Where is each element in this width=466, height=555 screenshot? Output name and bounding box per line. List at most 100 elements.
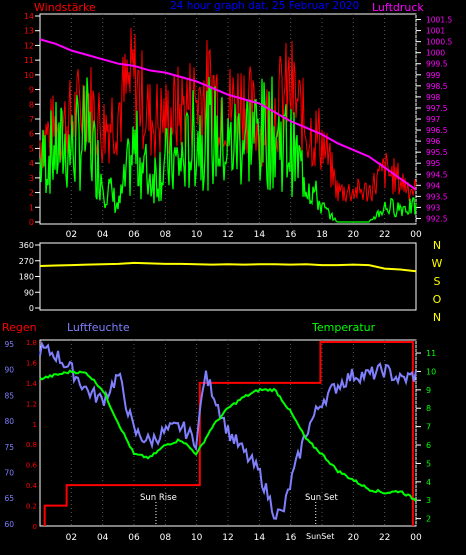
compass-label: S (434, 275, 441, 288)
rain-tick-label: 0.6 (26, 462, 38, 470)
wind-tick-label: 5 (29, 144, 34, 153)
wind-tick-label: 6 (29, 130, 34, 139)
rain-tick-label: 0.4 (26, 482, 38, 490)
x-tick-label: 04 (97, 533, 109, 543)
x-tick-label: 00 (410, 533, 422, 543)
wind-tick-label: 4 (29, 159, 34, 168)
temperature-tick-label: 10 (426, 367, 436, 376)
x-tick-label: 22 (379, 230, 390, 240)
humidity-axis-title: Luftfeuchte (67, 321, 130, 334)
rain-tick-label: 0.2 (26, 503, 37, 511)
humidity-line (39, 340, 417, 520)
wind-tick-label: 11 (24, 56, 34, 65)
x-tick-label: 20 (348, 533, 360, 543)
compass-label: N (433, 311, 441, 324)
wind-tick-label: 10 (24, 71, 34, 80)
rain-line (43, 341, 414, 526)
x-tick-label: 16 (285, 533, 297, 543)
pressure-tick-label: 996.5 (426, 126, 448, 135)
temperature-tick-label: 5 (426, 459, 431, 468)
x-tick-label: 00 (410, 230, 422, 240)
pressure-tick-label: 993 (426, 203, 441, 212)
rain-tick-label: 1 (33, 421, 37, 429)
direction-tick-label: 90 (24, 288, 34, 297)
temperature-tick-label: 9 (426, 386, 431, 395)
compass-label: N (433, 239, 441, 252)
pressure-tick-label: 997.5 (426, 104, 448, 113)
humidity-tick-label: 75 (4, 443, 14, 452)
direction-tick-label: 360 (19, 241, 34, 250)
wind-tick-label: 14 (24, 12, 34, 21)
rain-axis-title: Regen (2, 321, 37, 334)
wind-tick-label: 1 (29, 203, 34, 212)
x-tick-label: 04 (97, 230, 109, 240)
direction-tick-label: 180 (19, 273, 34, 282)
pressure-tick-label: 998 (426, 93, 441, 102)
rain-tick-label: 1.8 (26, 339, 37, 347)
pressure-tick-label: 996 (426, 137, 441, 146)
pressure-tick-label: 999.5 (426, 60, 448, 69)
rain-tick-label: 0.8 (26, 441, 37, 449)
x-tick-label: 10 (191, 533, 203, 543)
wind-tick-label: 2 (29, 189, 34, 198)
rain-tick-label: 1.2 (26, 400, 37, 408)
humidity-tick-label: 65 (4, 494, 14, 503)
wind-direction-line (39, 261, 417, 273)
wind-tick-label: 7 (29, 115, 34, 124)
pressure-tick-label: 997 (426, 115, 441, 124)
pressure-line (39, 38, 417, 191)
humidity-tick-label: 85 (4, 391, 14, 400)
x-tick-label: 06 (128, 533, 140, 543)
direction-tick-label: 270 (19, 257, 34, 266)
temperature-axis-title: Temperatur (311, 321, 376, 334)
x-tick-label: 02 (66, 230, 77, 240)
humidity-tick-label: 90 (4, 366, 14, 375)
pressure-tick-label: 994 (426, 181, 441, 190)
x-tick-label: 10 (191, 230, 203, 240)
wind-tick-label: 13 (24, 27, 34, 36)
pressure-tick-label: 1001.5 (426, 16, 452, 25)
temperature-tick-label: 3 (426, 496, 431, 505)
x-tick-label: 22 (379, 533, 390, 543)
pressure-tick-label: 994.5 (426, 170, 448, 179)
x-tick-label: 08 (160, 230, 172, 240)
x-tick-label: 14 (254, 230, 266, 240)
pressure-tick-label: 995 (426, 159, 441, 168)
x-tick-label: 16 (285, 230, 297, 240)
wind-axis-title: Windstärke (34, 1, 96, 14)
pressure-tick-label: 999 (426, 71, 441, 80)
temperature-tick-label: 6 (426, 441, 431, 450)
temperature-tick-label: 7 (426, 423, 431, 432)
pressure-tick-label: 1001 (426, 27, 445, 36)
pressure-tick-label: 993.5 (426, 192, 448, 201)
x-tick-label: 20 (348, 230, 360, 240)
pressure-tick-label: 1000.5 (426, 38, 452, 47)
pressure-tick-label: 1000 (426, 49, 445, 58)
wind-average-line (39, 76, 417, 223)
compass-label: W (432, 257, 443, 270)
wind-tick-label: 8 (29, 100, 34, 109)
humidity-tick-label: 60 (4, 520, 14, 529)
chart-title: 24 hour graph dat, 25 Februar 2020 (170, 0, 359, 12)
temperature-line (39, 369, 417, 502)
humidity-tick-label: 95 (4, 340, 14, 349)
rain-tick-label: 1.4 (26, 380, 38, 388)
wind-tick-label: 12 (24, 41, 34, 50)
humidity-tick-label: 70 (4, 469, 14, 478)
wind-tick-label: 0 (29, 218, 34, 227)
temperature-tick-label: 8 (426, 404, 431, 413)
wind-tick-label: 9 (29, 86, 34, 95)
x-tick-label: 18 (316, 230, 328, 240)
rain-tick-label: 1.6 (26, 359, 38, 367)
wind-tick-label: 3 (29, 174, 34, 183)
x-tick-label: 06 (128, 230, 140, 240)
x-tick-label: 12 (222, 230, 233, 240)
direction-tick-label: 0 (29, 304, 34, 313)
pressure-axis-title: Luftdruck (372, 1, 424, 14)
pressure-tick-label: 998.5 (426, 82, 448, 91)
compass-label: O (433, 293, 442, 306)
x-tick-label: 08 (160, 533, 172, 543)
x-tick-label: 02 (66, 533, 77, 543)
x-tick-label: 14 (254, 533, 266, 543)
